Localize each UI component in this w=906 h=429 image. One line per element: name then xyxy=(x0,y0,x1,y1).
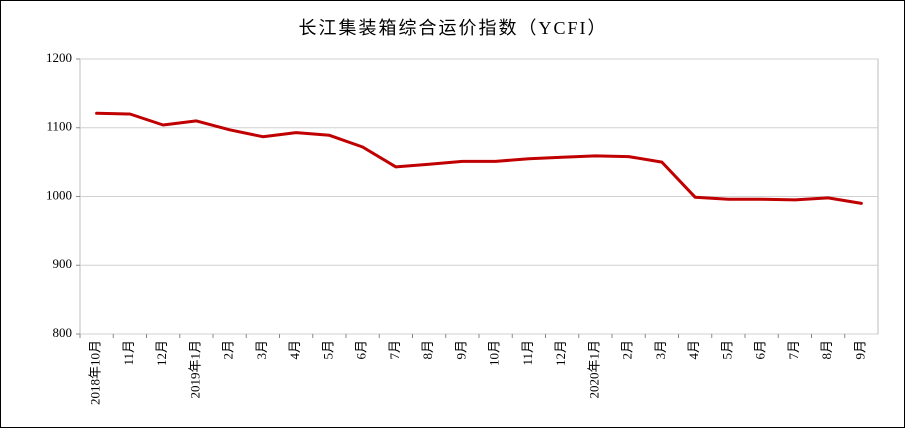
x-tick-label: 2月 xyxy=(620,340,635,360)
y-tick-label: 800 xyxy=(53,325,73,340)
x-tick-label: 2020年1月 xyxy=(586,340,601,399)
x-tick-label: 12月 xyxy=(553,340,568,366)
x-tick-label: 3月 xyxy=(254,340,269,360)
y-tick-label: 1200 xyxy=(46,50,72,65)
x-tick-label: 10月 xyxy=(487,340,502,366)
y-tick-label: 900 xyxy=(53,256,73,271)
x-tick-label: 2019年1月 xyxy=(187,340,202,399)
data-line xyxy=(95,111,863,205)
x-tick-label: 4月 xyxy=(686,340,701,360)
x-tick-label: 12月 xyxy=(154,340,169,366)
x-tick-label: 8月 xyxy=(420,340,435,360)
x-tick-label: 3月 xyxy=(653,340,668,360)
x-tick-label: 11月 xyxy=(520,340,535,366)
chart-title: 长江集装箱综合运价指数（YCFI） xyxy=(298,18,607,38)
y-tick-label: 1100 xyxy=(46,119,72,134)
x-tick-label: 8月 xyxy=(819,340,834,360)
x-tick-label: 9月 xyxy=(453,340,468,360)
x-tick-label: 7月 xyxy=(387,340,402,360)
y-tick-label: 1000 xyxy=(46,187,72,202)
x-tick-label: 5月 xyxy=(719,340,734,360)
x-tick-label: 6月 xyxy=(354,340,369,360)
x-tick-label: 2月 xyxy=(221,340,236,360)
x-tick-label: 7月 xyxy=(786,340,801,360)
x-tick-label: 11月 xyxy=(121,340,136,366)
x-tick-label: 6月 xyxy=(753,340,768,360)
x-tick-label: 5月 xyxy=(320,340,335,360)
x-tick-label: 2018年10月 xyxy=(88,340,103,405)
x-tick-label: 9月 xyxy=(852,340,867,360)
x-tick-label: 4月 xyxy=(287,340,302,360)
